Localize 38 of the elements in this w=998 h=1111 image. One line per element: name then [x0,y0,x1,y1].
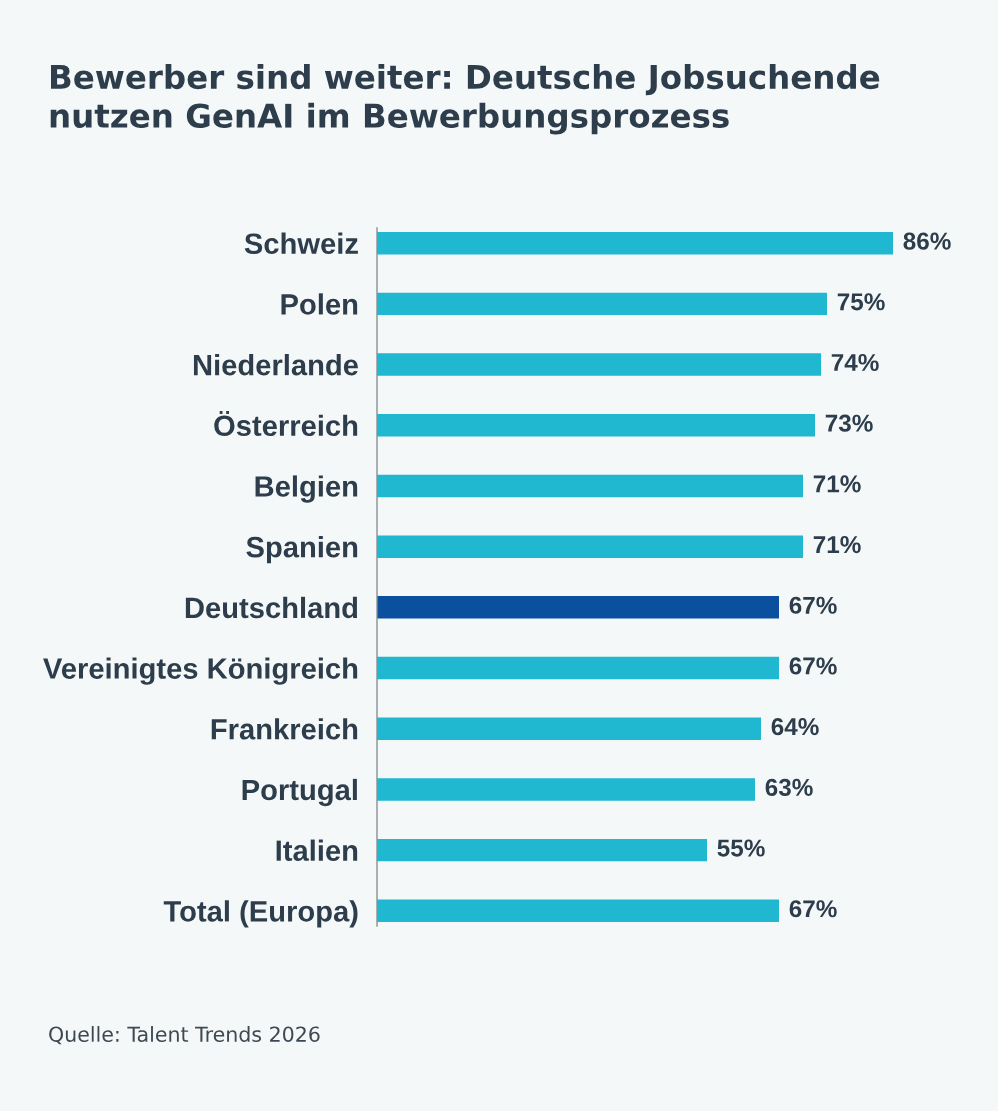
data-label: 55% [717,839,765,857]
data-label: 67% [789,900,837,918]
data-label: 67% [789,657,837,675]
y-tick-label: Österreich [214,410,358,437]
y-tick-label: Frankreich [211,718,358,740]
data-label: 71% [813,475,861,493]
bar [377,474,803,498]
bar [377,899,779,923]
bar [377,414,815,437]
bar [377,656,779,680]
bar [377,838,707,862]
chart-title: Bewerber sind weiter: Deutsche Jobsuchende nutzen GenAI im Bewerbungsprozess [50,64,880,135]
data-label: 67% [789,596,837,614]
bar [377,778,755,801]
data-label: 74% [831,353,879,372]
y-tick-label: Belgien [255,475,358,503]
y-tick-label: Schweiz [244,232,358,255]
y-tick-label: Polen [281,293,358,315]
bar [377,717,761,740]
y-tick-label: Vereinigtes Königreich [43,657,358,685]
data-label: 86% [903,232,951,250]
data-label: 75% [837,293,885,311]
data-label: 71% [813,536,861,554]
y-tick-label: Niederlande [193,354,358,376]
y-tick-label: Total (Europa) [163,900,358,928]
bar [377,535,803,558]
y-tick-label: Deutschland [185,596,358,619]
bar [377,596,779,619]
y-tick-label: Italien [276,839,358,861]
y-tick-label: Spanien [246,536,358,564]
bar [377,353,821,376]
data-label: 63% [765,778,813,796]
data-label: 64% [771,718,819,736]
y-tick-label: Portugal [242,778,357,807]
bar [377,231,893,255]
bar [377,292,827,316]
data-label: 73% [825,414,873,432]
source-note: Quelle: Talent Trends 2026 [49,1026,320,1045]
